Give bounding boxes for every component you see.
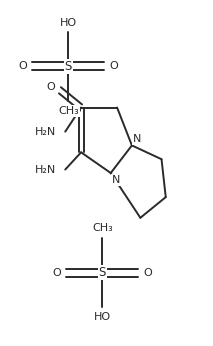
Text: N: N [112, 175, 120, 185]
Text: O: O [52, 268, 61, 278]
Text: N: N [133, 134, 141, 144]
Text: H₂N: H₂N [35, 127, 56, 137]
Text: O: O [46, 82, 55, 92]
Text: S: S [65, 60, 72, 73]
Text: HO: HO [94, 311, 111, 321]
Text: H₂N: H₂N [35, 165, 56, 174]
Text: HO: HO [60, 18, 77, 28]
Text: O: O [144, 268, 152, 278]
Text: O: O [18, 61, 27, 71]
Text: CH₃: CH₃ [58, 106, 79, 116]
Text: S: S [99, 266, 106, 280]
Text: CH₃: CH₃ [92, 223, 113, 233]
Text: O: O [110, 61, 118, 71]
